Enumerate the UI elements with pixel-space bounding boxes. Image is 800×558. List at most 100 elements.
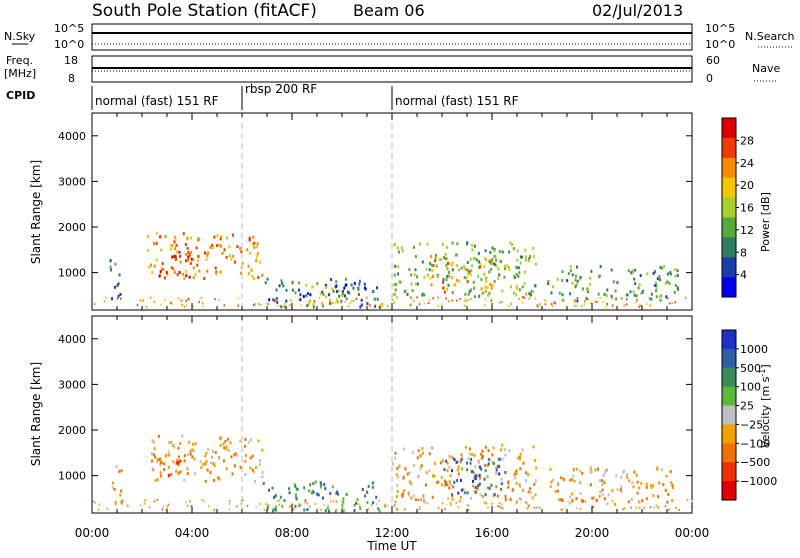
data-cell bbox=[393, 283, 395, 287]
data-cell bbox=[306, 508, 309, 512]
data-cell bbox=[252, 235, 255, 239]
data-cell bbox=[531, 496, 534, 500]
freq-unit: [MHz] bbox=[4, 67, 36, 80]
data-cell bbox=[329, 302, 332, 305]
data-cell bbox=[404, 467, 407, 471]
nsearch-tick-bottom: 10^0 bbox=[705, 38, 735, 51]
data-cell bbox=[635, 294, 638, 298]
data-cell bbox=[416, 282, 419, 286]
data-cell bbox=[114, 500, 117, 504]
data-cell bbox=[330, 278, 333, 282]
data-cell bbox=[614, 502, 617, 506]
data-cell bbox=[244, 460, 247, 463]
velocity-ylabel: Slant Range [km] bbox=[29, 362, 43, 466]
data-cell bbox=[357, 288, 360, 292]
data-cell bbox=[186, 472, 189, 476]
data-cell bbox=[566, 279, 569, 283]
data-cell bbox=[223, 304, 225, 307]
data-cell bbox=[603, 481, 606, 485]
data-cell bbox=[294, 484, 297, 488]
data-cell bbox=[500, 482, 503, 486]
data-cell bbox=[457, 506, 459, 509]
freq-label: Freq. bbox=[6, 54, 33, 67]
data-cell bbox=[180, 299, 182, 302]
data-cell bbox=[498, 249, 501, 253]
data-cell bbox=[463, 276, 466, 279]
data-cell bbox=[396, 484, 399, 488]
data-cell bbox=[484, 303, 486, 306]
data-cell bbox=[248, 238, 251, 242]
data-cell bbox=[603, 292, 606, 296]
data-cell bbox=[402, 447, 405, 451]
data-cell bbox=[143, 502, 146, 505]
data-cell bbox=[424, 501, 427, 504]
data-cell bbox=[501, 250, 504, 254]
beam-title: Beam 06 bbox=[353, 1, 425, 20]
data-cell bbox=[322, 496, 324, 500]
power-ylabel: Slant Range [km] bbox=[29, 160, 43, 264]
data-cell bbox=[217, 476, 220, 480]
data-cell bbox=[152, 453, 155, 457]
data-cell bbox=[179, 254, 181, 258]
data-cell bbox=[448, 455, 451, 458]
data-cell bbox=[186, 236, 189, 240]
data-cell bbox=[670, 481, 673, 485]
data-cell bbox=[236, 505, 238, 508]
data-cell bbox=[498, 301, 501, 304]
data-cell bbox=[466, 261, 469, 264]
data-cell bbox=[180, 460, 183, 463]
data-cell bbox=[177, 455, 180, 459]
data-cell bbox=[523, 270, 526, 274]
data-cell bbox=[177, 463, 180, 467]
data-cell bbox=[472, 479, 474, 483]
data-cell bbox=[561, 278, 564, 282]
data-cell bbox=[394, 264, 397, 268]
data-cell bbox=[244, 444, 246, 448]
data-cell bbox=[516, 249, 519, 253]
data-cell bbox=[266, 301, 268, 304]
colorbar-tick-label: 4 bbox=[740, 269, 747, 282]
data-cell bbox=[309, 483, 312, 487]
nave-tick-bottom: 0 bbox=[706, 72, 713, 85]
data-cell bbox=[462, 488, 465, 492]
data-cell bbox=[662, 483, 665, 487]
data-cell bbox=[678, 508, 680, 511]
colorbar-segment bbox=[722, 348, 736, 369]
data-cell bbox=[179, 260, 182, 264]
data-cell bbox=[291, 508, 294, 511]
data-cell bbox=[439, 258, 442, 261]
data-cell bbox=[190, 251, 193, 254]
data-cell bbox=[527, 506, 530, 509]
data-cell bbox=[175, 461, 178, 465]
data-cell bbox=[460, 457, 463, 461]
data-cell bbox=[221, 251, 224, 255]
data-cell bbox=[528, 292, 531, 296]
data-cell bbox=[268, 488, 271, 492]
data-cell bbox=[491, 453, 494, 457]
data-cell bbox=[324, 509, 327, 512]
data-cell bbox=[225, 447, 228, 451]
data-cell bbox=[495, 264, 498, 268]
data-cell bbox=[584, 500, 587, 503]
data-cell bbox=[410, 496, 413, 500]
colorbar-segment bbox=[722, 386, 736, 407]
data-cell bbox=[554, 302, 556, 305]
data-cell bbox=[204, 479, 207, 483]
data-cell bbox=[371, 485, 374, 489]
data-cell bbox=[418, 508, 421, 511]
data-cell bbox=[473, 244, 476, 248]
data-cell bbox=[154, 455, 157, 459]
data-cell bbox=[370, 504, 373, 507]
data-cell bbox=[659, 294, 662, 298]
data-cell bbox=[664, 281, 667, 285]
data-cell bbox=[402, 492, 404, 496]
data-cell bbox=[120, 469, 123, 472]
data-cell bbox=[353, 509, 356, 513]
data-cell bbox=[467, 504, 469, 507]
data-cell bbox=[410, 482, 413, 486]
data-cell bbox=[460, 266, 463, 270]
data-cell bbox=[331, 287, 334, 291]
data-cell bbox=[446, 287, 449, 291]
data-cell bbox=[481, 291, 484, 295]
data-cell bbox=[193, 457, 196, 461]
